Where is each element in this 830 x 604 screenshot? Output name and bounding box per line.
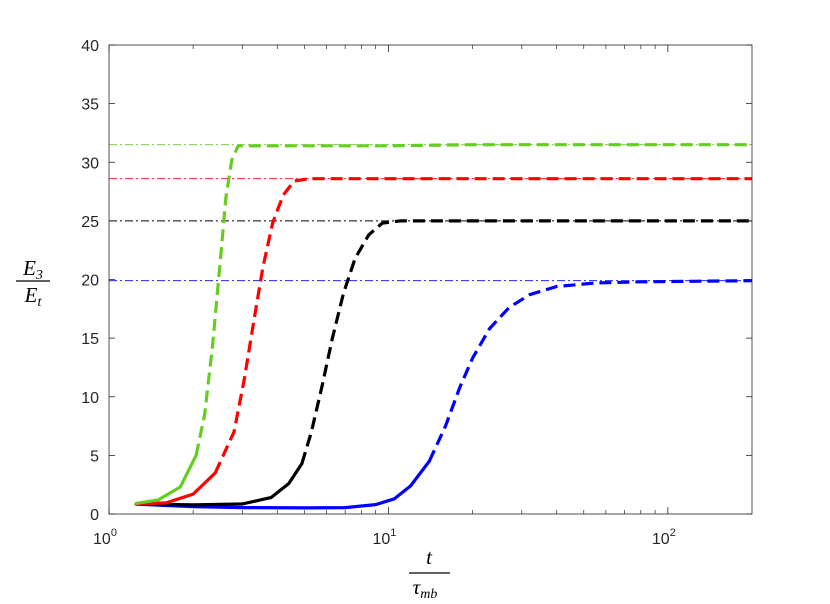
y-label-numerator-sub: 3 [35,268,43,283]
series-0-dashed [427,279,753,462]
x-tick-label-0: 100 [93,527,117,548]
x-label-denominator-sub: mb [420,587,437,602]
y-tick-label-3: 15 [81,331,99,348]
series-3-solid [134,453,198,505]
y-tick-label-7: 35 [81,97,99,114]
x-label-denominator: τ [413,575,422,599]
series-1-solid [134,462,304,507]
y-tick-label-1: 5 [90,448,99,465]
svg-text:E3: E3 [22,256,43,283]
y-tick-label-5: 25 [81,214,99,231]
y-tick-label-6: 30 [81,155,99,172]
y-label-denominator-sub: t [37,295,42,310]
y-label-denominator: E [24,283,38,307]
axes-box [108,44,753,515]
y-label-numerator: E [22,256,36,280]
y-tick-label-2: 10 [81,390,99,407]
svg-text:Et: Et [24,283,43,310]
x-tick-label-2: 102 [652,527,676,548]
series-2-dashed [213,177,752,474]
y-tick-label-4: 20 [81,273,99,290]
x-label-numerator: t [426,545,433,569]
y-tick-label-0: 0 [90,507,99,524]
series-3-dashed [194,143,752,456]
x-axis-label: t τmb [409,545,450,602]
plot-layer [109,143,753,510]
axes-layer: 0 5 10 15 20 25 30 35 40 100 101 102 [81,38,753,548]
series-2-solid [134,471,217,506]
svg-text:τmb: τmb [413,575,438,602]
x-tick-label-1: 101 [372,527,396,548]
series-1-dashed [300,219,752,465]
y-tick-label-8: 40 [81,38,99,55]
y-axis-label: E3 Et [16,256,50,310]
